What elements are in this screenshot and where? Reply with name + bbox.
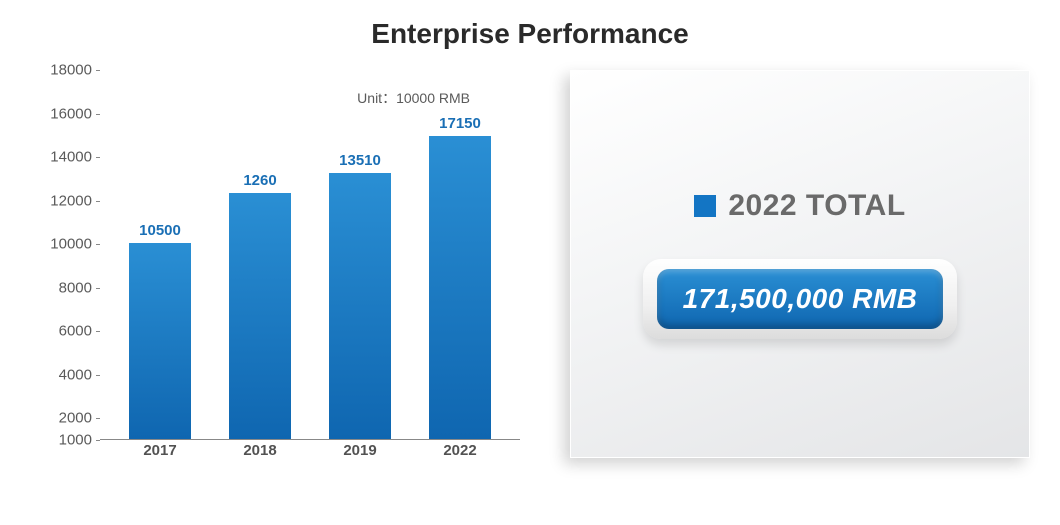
page-root: Enterprise Performance Unit：10000 RMB 10… <box>0 0 1060 525</box>
y-tick-label: 16000 <box>50 105 92 122</box>
y-tick-label: 2000 <box>59 410 92 427</box>
total-swatch-icon <box>694 195 716 217</box>
y-tick-mark <box>96 418 100 419</box>
y-tick-label: 14000 <box>50 149 92 166</box>
y-tick-label: 4000 <box>59 366 92 383</box>
y-tick-mark <box>96 201 100 202</box>
y-tick-label: 1000 <box>59 432 92 449</box>
bar-column: 1260 <box>220 172 300 439</box>
total-title: 2022 TOTAL <box>728 189 905 223</box>
bar-column: 10500 <box>120 222 200 439</box>
y-tick-label: 12000 <box>50 192 92 209</box>
y-tick-label: 6000 <box>59 323 92 340</box>
chart-plot-area: 10500 1260 13510 17150 <box>100 70 520 440</box>
y-tick-mark <box>96 331 100 332</box>
bar <box>429 136 491 439</box>
bar-value-label: 1260 <box>243 172 276 189</box>
y-tick-mark <box>96 70 100 71</box>
bar-column: 13510 <box>320 152 400 439</box>
chart-x-axis: 2017 2018 2019 2022 <box>100 442 520 459</box>
y-tick-mark <box>96 157 100 158</box>
total-card: 2022 TOTAL 171,500,000 RMB <box>570 70 1030 458</box>
total-value: 171,500,000 RMB <box>683 283 918 314</box>
performance-bar-chart: Unit：10000 RMB 1000200040006000800010000… <box>30 70 540 480</box>
y-tick-mark <box>96 244 100 245</box>
x-tick-label: 2018 <box>220 442 300 459</box>
bar <box>229 193 291 439</box>
y-tick-mark <box>96 375 100 376</box>
y-tick-mark <box>96 440 100 441</box>
total-pill: 171,500,000 RMB <box>657 269 944 329</box>
bar <box>129 243 191 439</box>
chart-bars-container: 10500 1260 13510 17150 <box>100 70 520 439</box>
bar-value-label: 13510 <box>339 152 381 169</box>
page-title: Enterprise Performance <box>0 0 1060 50</box>
x-tick-label: 2022 <box>420 442 500 459</box>
chart-y-axis: 1000200040006000800010000120001400016000… <box>30 70 100 440</box>
total-pill-outer: 171,500,000 RMB <box>643 259 958 339</box>
content-row: Unit：10000 RMB 1000200040006000800010000… <box>0 70 1060 480</box>
x-tick-label: 2019 <box>320 442 400 459</box>
total-title-row: 2022 TOTAL <box>694 189 905 223</box>
y-tick-label: 18000 <box>50 62 92 79</box>
y-tick-mark <box>96 114 100 115</box>
bar-value-label: 17150 <box>439 115 481 132</box>
bar-column: 17150 <box>420 115 500 439</box>
bar-value-label: 10500 <box>139 222 181 239</box>
y-tick-label: 10000 <box>50 236 92 253</box>
bar <box>329 173 391 439</box>
y-tick-label: 8000 <box>59 279 92 296</box>
y-tick-mark <box>96 288 100 289</box>
x-tick-label: 2017 <box>120 442 200 459</box>
